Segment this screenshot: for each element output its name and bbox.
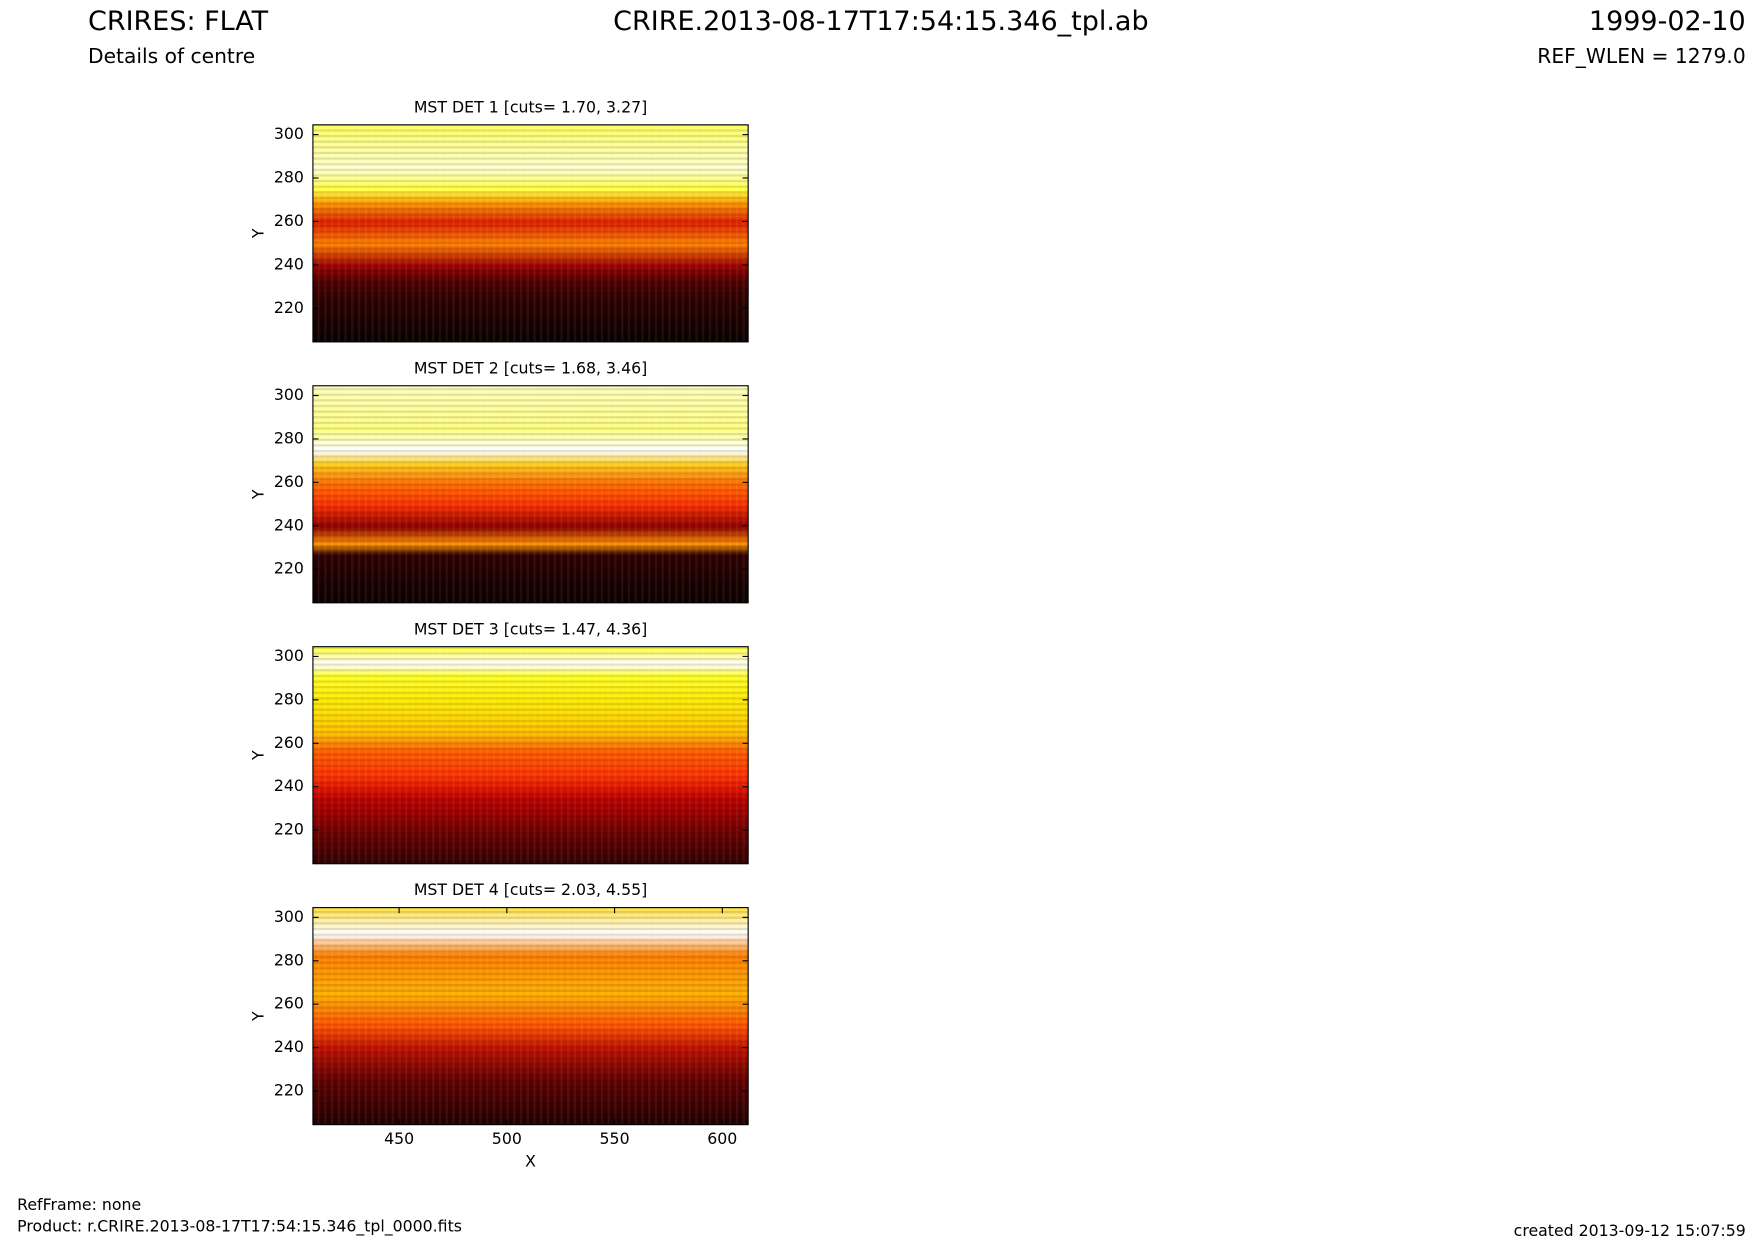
y-tick-label: 280 xyxy=(274,689,304,708)
x-tick-label: 600 xyxy=(707,1129,737,1148)
y-tick-label: 280 xyxy=(274,428,304,447)
plot-frame xyxy=(312,907,749,1126)
y-tick-label: 260 xyxy=(274,472,304,491)
y-tick-label: 280 xyxy=(274,950,304,969)
heatmap-texture xyxy=(312,124,749,342)
y-tick-label: 300 xyxy=(274,124,304,143)
created: created 2013-09-12 15:07:59 xyxy=(1514,1221,1746,1240)
y-tick-label: 240 xyxy=(274,1037,304,1056)
y-tick-label: 300 xyxy=(274,646,304,665)
y-tick-label: 220 xyxy=(274,559,304,578)
y-tick-label: 240 xyxy=(274,254,304,273)
y-tick-label: 260 xyxy=(274,733,304,752)
panel-title: MST DET 3 [cuts= 1.47, 4.36] xyxy=(414,619,647,638)
y-axis-label: Y xyxy=(248,750,267,761)
ref-wlen: REF_WLEN = 1279.0 xyxy=(1537,44,1745,68)
y-tick-label: 220 xyxy=(274,298,304,317)
heatmap-texture xyxy=(312,385,749,603)
y-tick-label: 300 xyxy=(274,907,304,926)
y-tick-label: 240 xyxy=(274,515,304,534)
y-tick-label: 240 xyxy=(274,776,304,795)
title: CRIRES: FLAT xyxy=(88,6,269,37)
y-tick-label: 300 xyxy=(274,385,304,404)
y-axis-label: Y xyxy=(248,1011,267,1022)
subtitle: Details of centre xyxy=(88,44,255,68)
heatmap-texture xyxy=(312,907,749,1125)
date: 1999-02-10 xyxy=(1589,6,1746,37)
heatmap-texture xyxy=(312,646,749,864)
plot-frame xyxy=(312,385,749,604)
plot-frame xyxy=(312,646,749,865)
y-axis-label: Y xyxy=(248,489,267,500)
x-tick-label: 550 xyxy=(600,1129,630,1148)
refframe: RefFrame: none xyxy=(17,1195,141,1214)
x-axis-label: X xyxy=(525,1151,536,1170)
y-tick-label: 220 xyxy=(274,820,304,839)
y-axis-label: Y xyxy=(248,228,267,239)
y-tick-label: 280 xyxy=(274,168,304,187)
plot-frame xyxy=(312,124,749,343)
x-tick-label: 450 xyxy=(384,1129,414,1148)
product: Product: r.CRIRE.2013-08-17T17:54:15.346… xyxy=(17,1217,462,1237)
file-name: CRIRE.2013-08-17T17:54:15.346_tpl.ab xyxy=(613,6,1148,37)
y-tick-label: 260 xyxy=(274,994,304,1013)
y-tick-label: 260 xyxy=(274,211,304,230)
y-tick-label: 220 xyxy=(274,1081,304,1100)
panel-title: MST DET 2 [cuts= 1.68, 3.46] xyxy=(414,358,647,377)
x-tick-label: 500 xyxy=(492,1129,522,1148)
panel-title: MST DET 4 [cuts= 2.03, 4.55] xyxy=(414,880,647,899)
panel-title: MST DET 1 [cuts= 1.70, 3.27] xyxy=(414,97,647,116)
